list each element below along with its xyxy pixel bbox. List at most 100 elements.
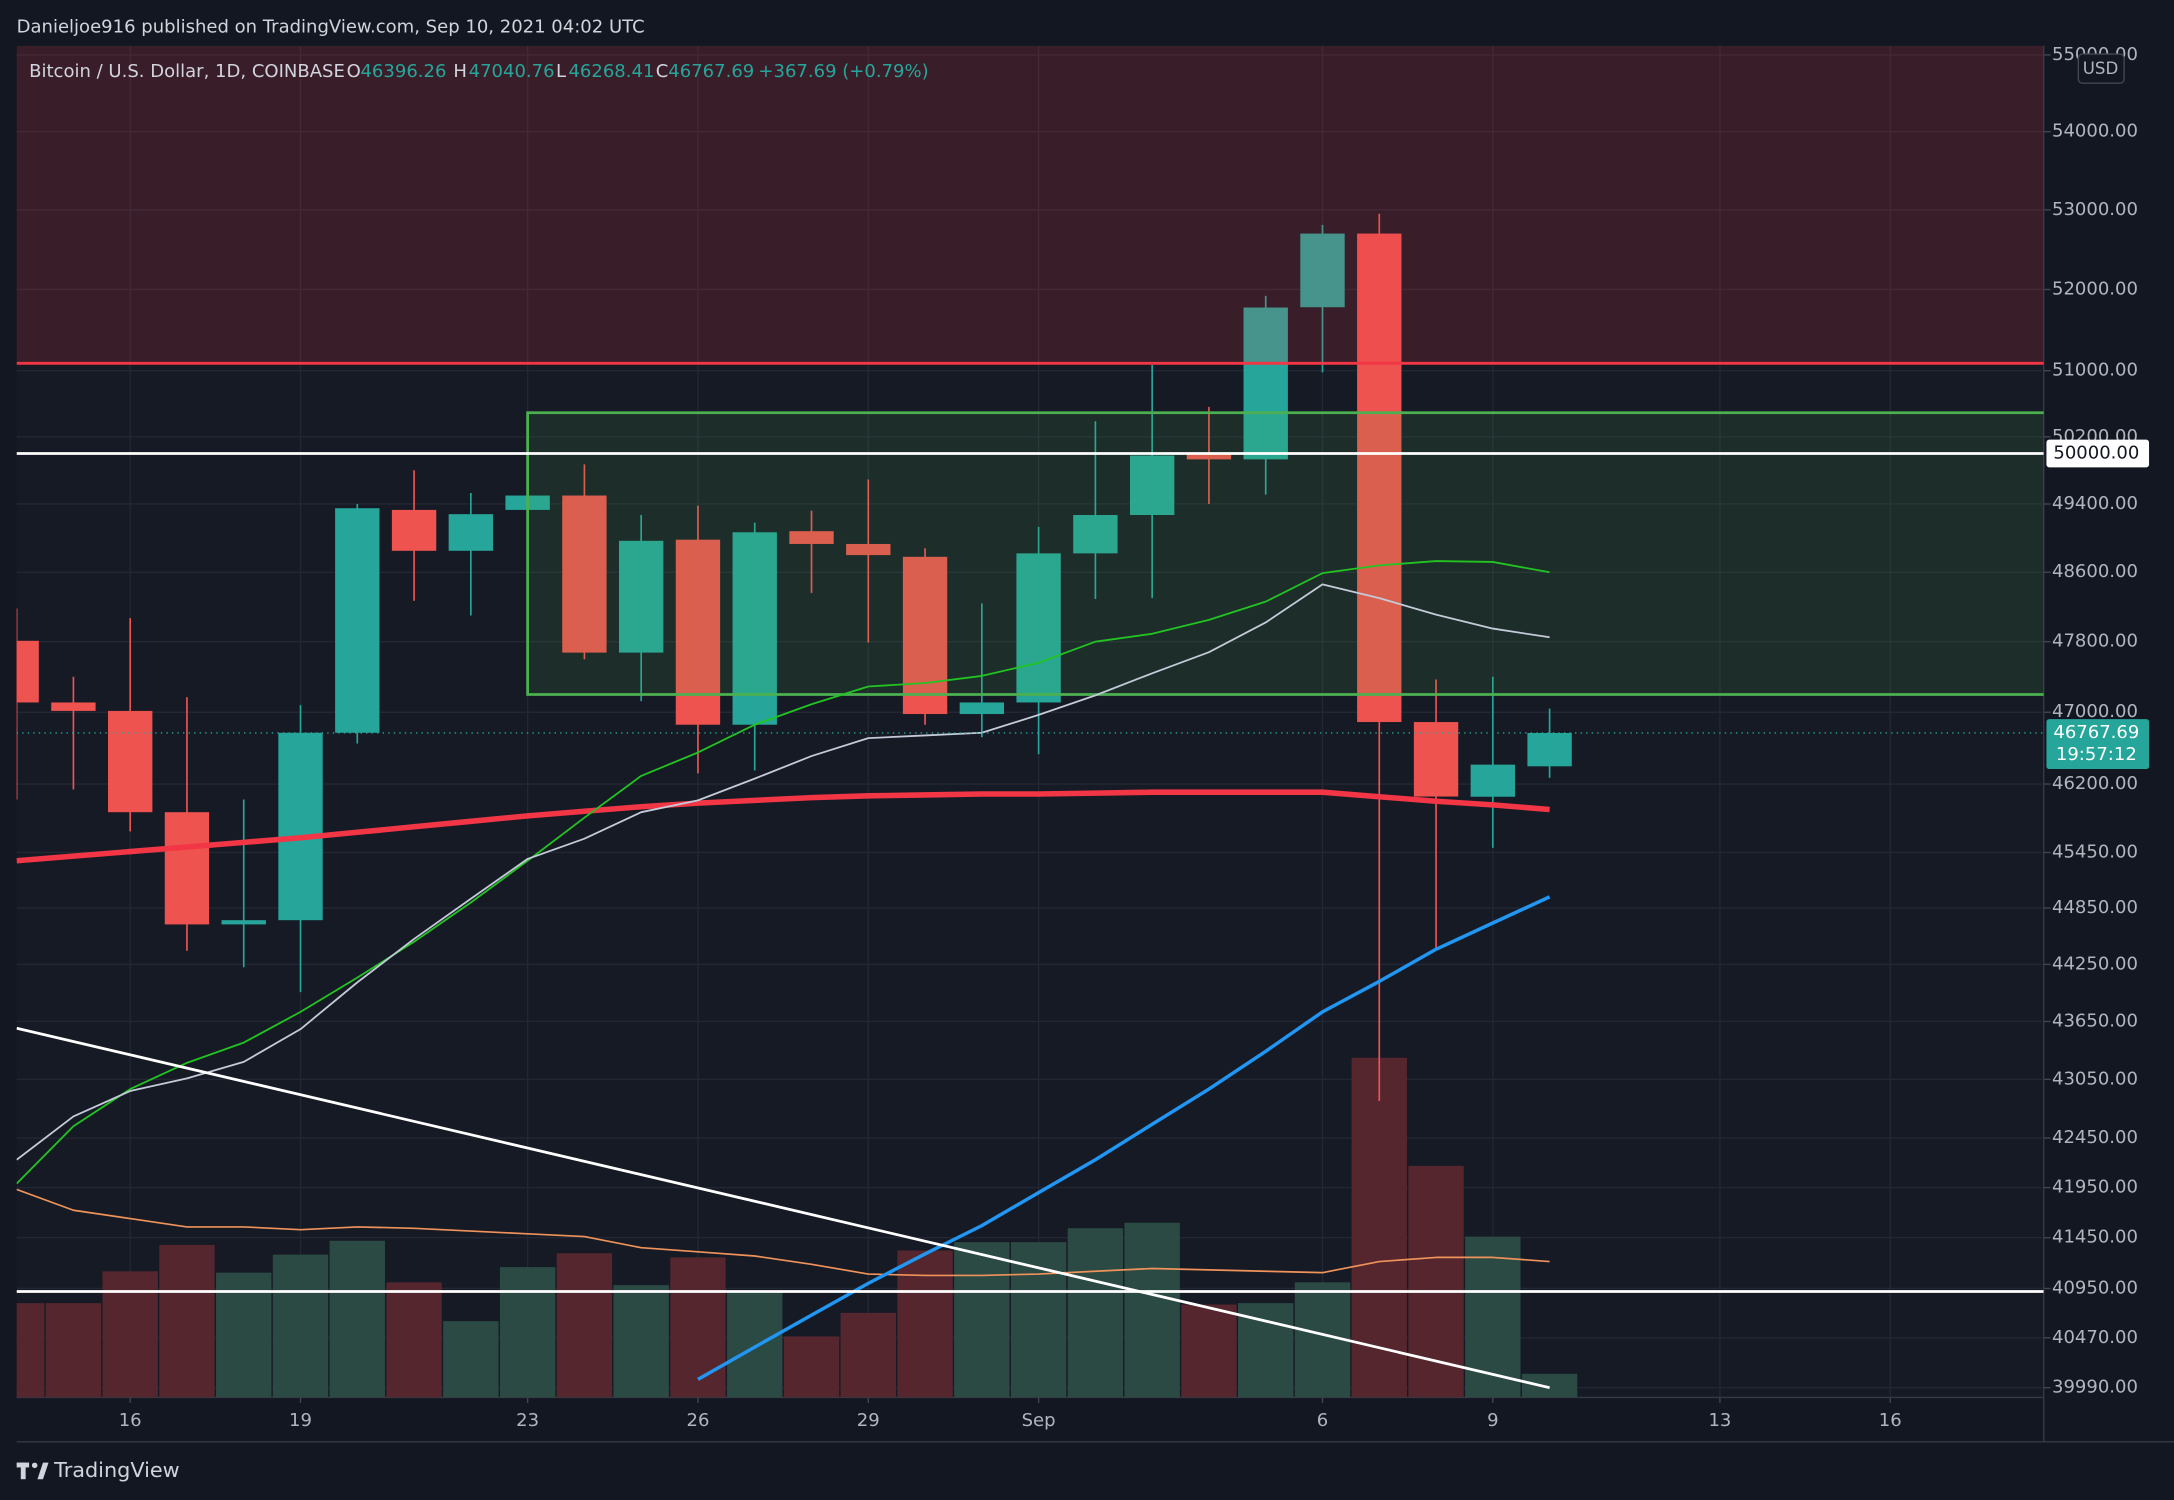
candle-body xyxy=(16,640,39,703)
resistance-zone xyxy=(16,45,2044,364)
x-tick-label: 16 xyxy=(119,1410,142,1431)
x-tick-label: 19 xyxy=(289,1410,312,1431)
y-tick-label: 51000.00 xyxy=(2052,360,2138,381)
candle-body xyxy=(335,508,380,733)
candle-body xyxy=(902,556,948,715)
volume-bar xyxy=(386,1282,442,1398)
candle-body xyxy=(278,732,323,921)
last-price-label: 46767.69 xyxy=(2053,722,2139,743)
candle-body xyxy=(732,532,777,725)
candle-body xyxy=(846,543,891,556)
volume-bar xyxy=(443,1321,499,1398)
countdown-label: 19:57:12 xyxy=(2056,744,2137,765)
moving-average-line xyxy=(16,560,1550,1185)
change-label: +367.69 (+0.79%) xyxy=(758,61,928,82)
volume-bar xyxy=(45,1303,102,1398)
currency-box xyxy=(2077,53,2125,84)
candle-body xyxy=(1470,764,1516,797)
volume-bar xyxy=(272,1254,329,1398)
candle-body xyxy=(448,514,494,551)
moving-average-line xyxy=(16,583,1550,1161)
volume-bar xyxy=(329,1240,385,1398)
ohlc-value: 46767.69 xyxy=(668,61,754,82)
candle-body xyxy=(164,812,210,925)
candle-body xyxy=(1357,233,1402,723)
ohlc-value: 47040.76 xyxy=(469,61,555,82)
ohlc-label: L xyxy=(556,61,566,82)
volume-bar xyxy=(16,1303,45,1398)
x-tick-label: Sep xyxy=(1022,1410,1056,1431)
x-tick-label: 13 xyxy=(1708,1410,1731,1431)
volume-bar xyxy=(499,1267,556,1398)
x-tick-label: 29 xyxy=(857,1410,880,1431)
level-label-box xyxy=(2046,439,2150,468)
y-tick-label: 40950.00 xyxy=(2052,1277,2138,1298)
volume-bar xyxy=(783,1336,840,1398)
volume-bar xyxy=(1181,1304,1237,1398)
candle-body xyxy=(1527,732,1572,767)
volume-bar xyxy=(1067,1228,1124,1398)
ohlc-label: C xyxy=(656,61,669,82)
y-tick-label: 44850.00 xyxy=(2052,897,2138,918)
brand-logo xyxy=(16,1462,49,1480)
candle-body xyxy=(221,920,266,925)
volume-bar xyxy=(1408,1165,1464,1398)
y-tick-label: 45450.00 xyxy=(2052,841,2138,862)
currency-label: USD xyxy=(2083,59,2119,78)
symbol-title: Bitcoin / U.S. Dollar, 1D, COINBASE xyxy=(29,61,345,82)
candle-body xyxy=(391,509,437,551)
volume-bar xyxy=(556,1253,613,1398)
x-tick-label: 9 xyxy=(1487,1410,1498,1431)
volume-bar xyxy=(840,1312,896,1398)
ohlc-value: 46268.41 xyxy=(568,61,654,82)
y-tick-label: 54000.00 xyxy=(2052,121,2138,142)
volume-bar xyxy=(216,1272,272,1398)
x-tick-label: 23 xyxy=(516,1410,539,1431)
volume-average-line xyxy=(16,1188,1550,1277)
y-tick-label: 46200.00 xyxy=(2052,773,2138,794)
volume-bar xyxy=(1010,1242,1067,1398)
candle-body xyxy=(1016,553,1061,703)
candle-body xyxy=(789,531,834,544)
candle-body xyxy=(108,710,153,813)
trendline xyxy=(16,1026,1550,1390)
x-tick-label: 16 xyxy=(1879,1410,1902,1431)
candle-body xyxy=(1413,722,1459,797)
volume-bar xyxy=(1351,1057,1407,1398)
volume-bar xyxy=(897,1250,953,1398)
brand-name: TradingView xyxy=(53,1458,180,1482)
volume-bar xyxy=(727,1290,783,1398)
y-tick-label: 41450.00 xyxy=(2052,1227,2138,1248)
candle-body xyxy=(1129,455,1175,516)
y-tick-label: 47800.00 xyxy=(2052,631,2138,652)
y-tick-label: 41950.00 xyxy=(2052,1177,2138,1198)
y-tick-label: 49400.00 xyxy=(2052,493,2138,514)
volume-bar xyxy=(613,1285,669,1398)
volume-bar xyxy=(670,1257,726,1398)
plot xyxy=(16,45,2044,1398)
ohlc-label: H xyxy=(453,61,467,82)
y-tick-label: 40470.00 xyxy=(2052,1327,2138,1348)
y-tick-label: 53000.00 xyxy=(2052,199,2138,220)
volume-bar xyxy=(1238,1303,1294,1398)
y-tick-label: 48600.00 xyxy=(2052,561,2138,582)
candle-body xyxy=(618,540,664,653)
candle-body xyxy=(1300,233,1345,308)
y-tick-label: 52000.00 xyxy=(2052,278,2138,299)
candle-body xyxy=(959,702,1005,715)
y-tick-label: 44250.00 xyxy=(2052,953,2138,974)
volume-bar xyxy=(1521,1373,1578,1398)
candle-body xyxy=(51,702,96,711)
candle-body xyxy=(1243,307,1288,460)
ohlc-value: 46396.26 xyxy=(360,61,446,82)
moving-average-line xyxy=(697,895,1551,1381)
candle-body xyxy=(562,495,607,653)
publisher-line: Danieljoe916 published on TradingView.co… xyxy=(17,17,645,38)
volume-bar xyxy=(954,1242,1010,1398)
x-tick-label: 26 xyxy=(686,1410,709,1431)
y-tick-label: 47000.00 xyxy=(2052,701,2138,722)
axes: 55000.0054000.0053000.0052000.0051000.00… xyxy=(119,44,2150,1431)
moving-average-line xyxy=(16,789,1550,864)
